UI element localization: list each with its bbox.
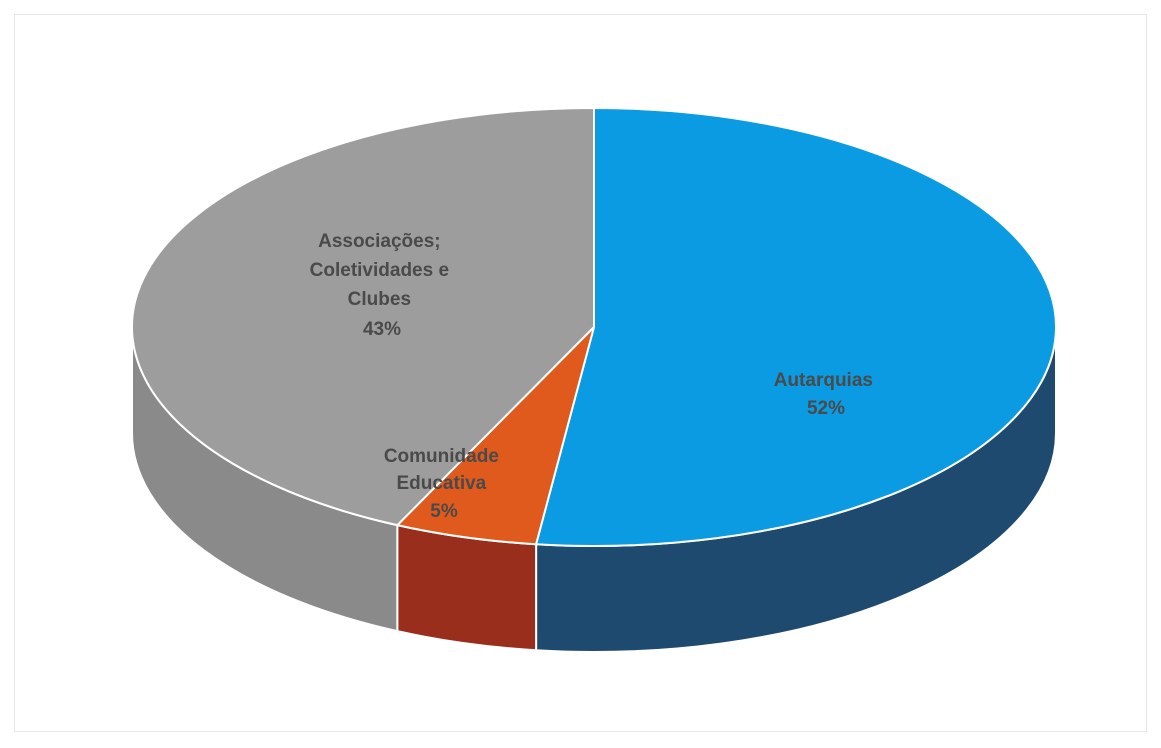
pie-side-comunidade-educativa bbox=[396, 523, 538, 652]
label-associacoes: Associações; Coletividades e Clubes 43% bbox=[310, 231, 455, 340]
pie-slice-comunidade-educativa bbox=[396, 326, 595, 546]
label-comunidade-educativa: Comunidade Educativa 5% bbox=[384, 446, 504, 522]
pie-slice-associa-es-coletividades-e-clubes bbox=[131, 107, 595, 527]
pie-labels: Autarquias 52% Comunidade Educativa 5% A… bbox=[310, 231, 879, 522]
label-autarquias: Autarquias 52% bbox=[774, 370, 879, 419]
pie-slice-autarquias bbox=[535, 107, 1057, 547]
pie-tops bbox=[131, 107, 1057, 547]
